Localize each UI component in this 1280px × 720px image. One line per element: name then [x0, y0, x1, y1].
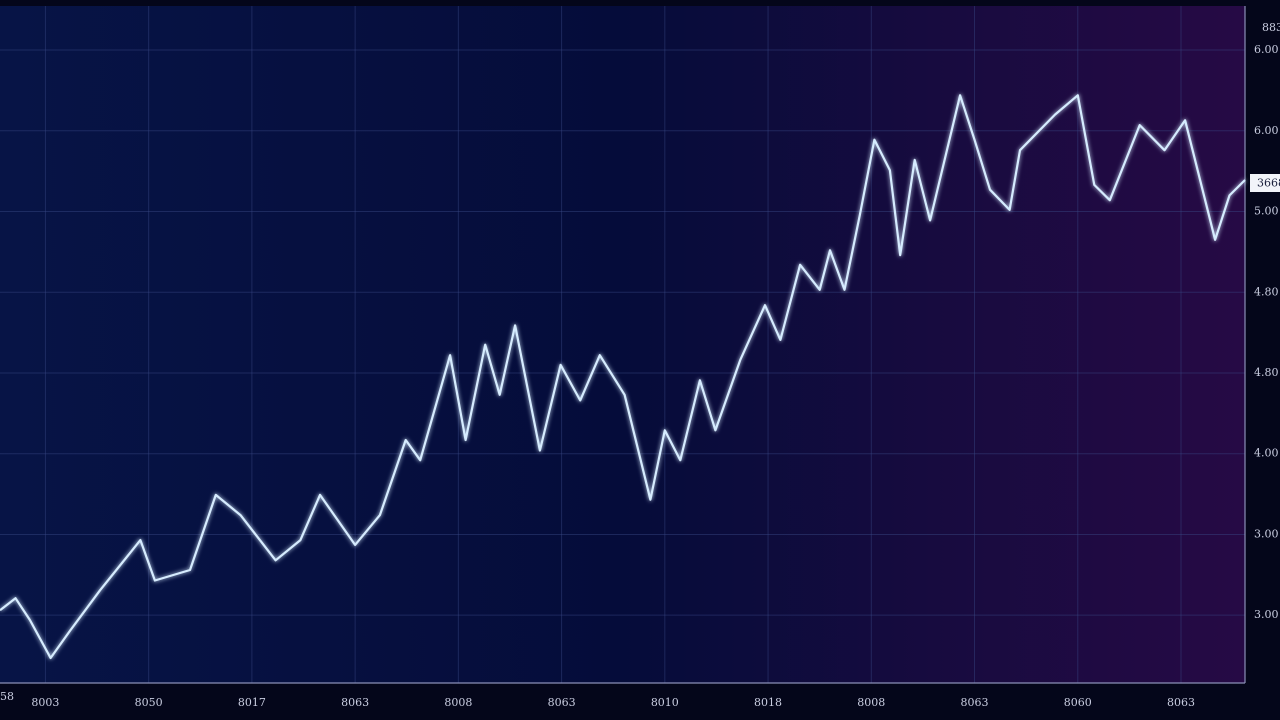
y-tick-label: 6.00 — [1254, 124, 1279, 137]
y-tick-label: 6.00 — [1254, 43, 1279, 56]
y-tick-label: 4.80 — [1254, 285, 1279, 298]
x-tick-label: 8008 — [857, 696, 885, 709]
y-tick-label: 5.00 — [1254, 205, 1279, 218]
grid — [0, 6, 1245, 683]
last-price-label: 3668 — [1257, 177, 1280, 190]
y-tick-label: 4.80 — [1254, 366, 1279, 379]
x-tick-label: 8063 — [548, 696, 576, 709]
x-tick-label: 8063 — [961, 696, 989, 709]
plot-area — [0, 6, 1245, 683]
x-tick-label: 8008 — [444, 696, 472, 709]
y-tick-label: 3.00 — [1254, 527, 1279, 540]
last-price-box — [1250, 174, 1280, 192]
x-tick-label: 8003 — [31, 696, 59, 709]
x-tick-label: 8010 — [651, 696, 679, 709]
x-tick-label: 8063 — [341, 696, 369, 709]
x-tick-label: 8063 — [1167, 696, 1195, 709]
labels: 3.00 3.00 4.00 4.80 4.80 5.00 6.00 6.00 8003 8050… — [31, 43, 1278, 709]
x-tick-label: 8060 — [1064, 696, 1092, 709]
y-tick-label: 3.00 — [1254, 608, 1279, 621]
corner-label: 883 — [1262, 21, 1280, 34]
x-tick-label: 8050 — [135, 696, 163, 709]
series — [0, 94, 1246, 660]
x-tick-label: 8018 — [754, 696, 782, 709]
corner-label: 58 — [0, 690, 14, 703]
price-line — [0, 94, 1246, 660]
x-tick-label: 8017 — [238, 696, 266, 709]
y-tick-label: 4.00 — [1254, 447, 1279, 460]
